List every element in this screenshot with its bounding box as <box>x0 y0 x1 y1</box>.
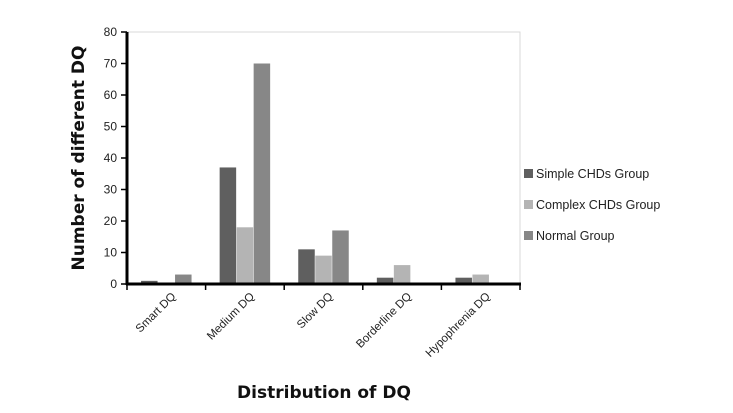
y-tick-label: 50 <box>104 120 118 134</box>
legend-label: Complex CHDs Group <box>536 198 660 212</box>
y-tick-label: 80 <box>104 25 118 39</box>
x-axis-title: Distribution of DQ <box>237 383 411 403</box>
x-category-label: Borderline DQ <box>354 291 414 351</box>
bar-complex-chds-group-4 <box>472 274 489 284</box>
bar-complex-chds-group-3 <box>393 265 411 284</box>
legend-label: Normal Group <box>536 229 615 243</box>
legend-swatch <box>524 200 533 209</box>
y-axis-title: Number of different DQ <box>69 46 89 271</box>
y-tick-label: 70 <box>104 57 118 71</box>
bar-simple-chds-group-1 <box>219 167 237 284</box>
bar-simple-chds-group-0 <box>141 280 158 284</box>
plot-area <box>126 31 521 285</box>
bar-normal-group-2 <box>332 230 349 284</box>
bar-simple-chds-group-2 <box>298 249 315 284</box>
bar-complex-chds-group-1 <box>236 227 254 284</box>
y-tick-label: 40 <box>104 151 118 165</box>
bar-complex-chds-group-2 <box>315 255 332 284</box>
y-tick-label: 30 <box>104 183 118 197</box>
bar-normal-group-1 <box>253 63 271 284</box>
bar-simple-chds-group-4 <box>455 277 472 284</box>
y-tick-label: 10 <box>104 246 118 260</box>
legend-swatch <box>524 231 533 240</box>
x-category-label: Slow DQ <box>295 291 336 332</box>
x-category-label: Smart DQ <box>134 291 179 336</box>
x-category-label: Medium DQ <box>205 291 257 343</box>
y-axis-ticks: 0 10 20 30 40 50 60 70 80 <box>104 25 127 291</box>
y-tick-label: 60 <box>104 88 118 102</box>
bar-simple-chds-group-3 <box>376 277 394 284</box>
bar-normal-group-0 <box>175 274 192 284</box>
y-tick-label: 20 <box>104 214 118 228</box>
legend: Simple CHDs Group Complex CHDs Group Norma… <box>524 167 660 243</box>
legend-label: Simple CHDs Group <box>536 167 649 181</box>
bars-group <box>141 63 489 284</box>
x-axis-category-labels: Smart DQ Medium DQ Slow DQ Borderline DQ Hyp… <box>126 284 521 360</box>
y-tick-label: 0 <box>110 277 117 291</box>
legend-swatch <box>524 169 533 178</box>
x-category-label: Hypophrenia DQ <box>424 291 493 360</box>
